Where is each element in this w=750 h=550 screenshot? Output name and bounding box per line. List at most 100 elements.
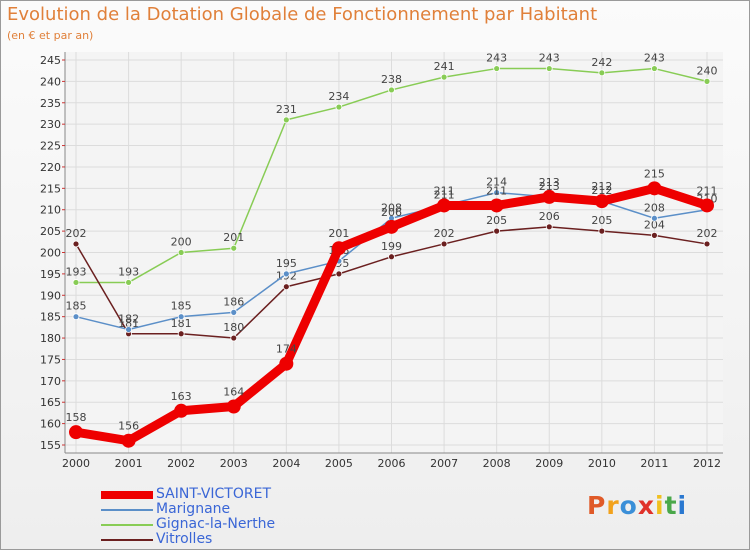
- logo-letter: r: [606, 491, 620, 520]
- y-tick-label: 160: [40, 418, 61, 431]
- data-label-gignac-la-nerthe: 241: [434, 60, 455, 73]
- data-label-marignane: 214: [486, 176, 507, 189]
- x-tick-label: 2005: [325, 457, 353, 470]
- data-label-saint-victoret: 211: [434, 184, 455, 197]
- data-point-marignane: [493, 189, 501, 197]
- y-tick-label: 180: [40, 332, 61, 345]
- data-point-gignac-la-nerthe: [493, 65, 501, 72]
- data-label-gignac-la-nerthe: 231: [276, 103, 297, 116]
- y-tick-label: 230: [40, 118, 61, 131]
- data-label-gignac-la-nerthe: 193: [118, 265, 139, 278]
- data-label-gignac-la-nerthe: 243: [644, 52, 665, 65]
- data-label-saint-victoret: 206: [381, 206, 402, 219]
- data-point-gignac-la-nerthe: [545, 65, 553, 72]
- data-label-gignac-la-nerthe: 201: [223, 231, 244, 244]
- data-point-saint-victoret: [647, 181, 662, 196]
- y-tick-label: 220: [40, 161, 61, 174]
- data-point-gignac-la-nerthe: [651, 65, 658, 72]
- data-label-vitrolles: 205: [591, 214, 612, 227]
- data-label-vitrolles: 180: [223, 321, 244, 334]
- data-point-vitrolles: [651, 231, 658, 239]
- data-label-gignac-la-nerthe: 234: [328, 90, 349, 103]
- data-label-marignane: 208: [381, 201, 402, 214]
- data-point-saint-victoret: [174, 403, 189, 418]
- legend-swatch: [101, 491, 153, 499]
- y-tick-label: 170: [40, 375, 61, 388]
- data-label-marignane: 211: [434, 188, 455, 201]
- logo-letter: t: [664, 491, 678, 520]
- data-label-saint-victoret: 201: [328, 227, 349, 240]
- data-point-gignac-la-nerthe: [335, 103, 343, 111]
- data-label-marignane: 185: [66, 300, 87, 313]
- data-point-gignac-la-nerthe: [177, 249, 185, 256]
- data-label-vitrolles: 202: [66, 227, 87, 240]
- data-point-vitrolles: [598, 227, 606, 235]
- data-point-gignac-la-nerthe: [440, 73, 448, 81]
- data-label-saint-victoret: 164: [223, 386, 244, 399]
- x-tick-label: 2011: [640, 457, 668, 470]
- data-label-vitrolles: 199: [381, 240, 402, 253]
- data-label-vitrolles: 205: [486, 214, 507, 227]
- data-label-vitrolles: 202: [434, 227, 455, 240]
- logo-letter: o: [619, 491, 638, 520]
- legend-label: SAINT-VICTORET: [156, 486, 272, 502]
- data-label-marignane: 212: [591, 184, 612, 197]
- y-tick-label: 200: [40, 247, 61, 260]
- data-label-saint-victoret: 158: [66, 411, 87, 424]
- data-point-gignac-la-nerthe: [72, 279, 80, 286]
- data-point-saint-victoret: [226, 399, 241, 414]
- data-label-vitrolles: 181: [118, 317, 139, 330]
- data-point-gignac-la-nerthe: [598, 69, 606, 77]
- y-tick-label: 225: [40, 140, 61, 153]
- data-point-saint-victoret: [489, 198, 504, 213]
- data-label-vitrolles: 181: [171, 317, 192, 330]
- data-point-gignac-la-nerthe: [125, 279, 132, 286]
- chart-subtitle: (en € et par an): [7, 29, 94, 42]
- logo-letter: i: [655, 491, 665, 520]
- legend-label: Marignane: [156, 501, 231, 517]
- data-label-marignane: 195: [276, 257, 297, 270]
- data-point-vitrolles: [282, 283, 290, 291]
- logo-letter: P: [587, 491, 607, 520]
- x-tick-label: 2003: [220, 457, 248, 470]
- x-tick-label: 2001: [115, 457, 143, 470]
- data-point-vitrolles: [493, 227, 501, 235]
- y-tick-label: 190: [40, 289, 61, 302]
- data-label-saint-victoret: 213: [539, 176, 560, 189]
- legend-swatch: [101, 509, 153, 511]
- data-point-vitrolles: [72, 240, 80, 248]
- data-point-saint-victoret: [69, 425, 83, 440]
- x-tick-label: 2002: [167, 457, 195, 470]
- x-tick-label: 2010: [588, 457, 616, 470]
- y-tick-label: 215: [40, 182, 61, 195]
- legend-label: Vitrolles: [156, 531, 213, 547]
- data-label-marignane: 185: [171, 300, 192, 313]
- legend-label: Gignac-la-Nerthe: [156, 516, 276, 532]
- data-label-gignac-la-nerthe: 243: [539, 52, 560, 65]
- data-label-marignane: 208: [644, 201, 665, 214]
- y-tick-label: 165: [40, 396, 61, 409]
- data-label-saint-victoret: 215: [644, 167, 665, 180]
- y-tick-label: 210: [40, 204, 61, 217]
- data-label-marignane: 182: [118, 313, 139, 326]
- y-tick-label: 235: [40, 97, 61, 110]
- data-point-vitrolles: [388, 253, 395, 261]
- y-tick-label: 155: [40, 439, 61, 452]
- y-tick-label: 205: [40, 225, 61, 238]
- y-tick-label: 195: [40, 268, 61, 281]
- data-point-marignane: [230, 308, 238, 316]
- data-label-gignac-la-nerthe: 240: [697, 64, 718, 77]
- data-label-gignac-la-nerthe: 242: [591, 56, 612, 69]
- data-label-gignac-la-nerthe: 200: [171, 236, 192, 249]
- data-point-saint-victoret: [331, 241, 346, 256]
- data-label-vitrolles: 202: [697, 227, 718, 240]
- data-point-vitrolles: [545, 223, 553, 231]
- data-point-gignac-la-nerthe: [230, 244, 238, 252]
- data-point-marignane: [177, 313, 185, 321]
- data-label-saint-victoret: 163: [171, 390, 192, 403]
- data-point-vitrolles: [335, 270, 343, 278]
- legend-swatch: [101, 524, 153, 526]
- data-point-vitrolles: [177, 330, 185, 338]
- logo-letter: x: [637, 491, 655, 520]
